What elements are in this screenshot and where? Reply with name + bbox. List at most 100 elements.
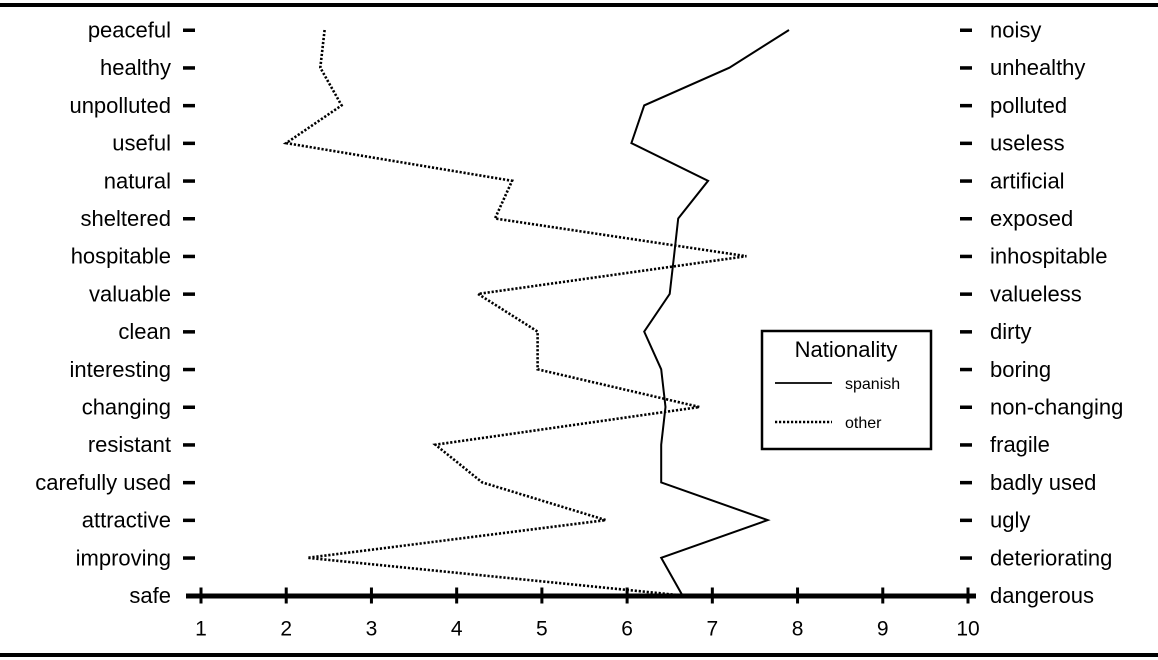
left-label: clean — [118, 319, 171, 344]
left-tick-mark — [183, 141, 195, 146]
x-tick-mark — [966, 587, 970, 604]
right-label: valueless — [990, 281, 1082, 306]
left-label: natural — [104, 168, 171, 193]
x-tick-mark — [625, 587, 629, 604]
legend-label-spanish: spanish — [845, 376, 900, 393]
x-tick-label: 9 — [877, 618, 889, 641]
right-label: dangerous — [990, 583, 1094, 608]
left-label: improving — [76, 545, 171, 570]
legend-label-other: other — [845, 415, 882, 432]
right-tick-mark — [960, 254, 972, 259]
left-tick-mark — [183, 443, 195, 447]
right-tick-mark — [960, 443, 972, 447]
right-label: fragile — [990, 432, 1050, 457]
frame-bottom — [0, 653, 1158, 657]
left-tick-mark — [183, 179, 195, 183]
left-label: attractive — [82, 508, 171, 533]
right-label: useless — [990, 131, 1065, 156]
left-label: useful — [112, 131, 171, 156]
series-lines — [282, 29, 790, 597]
right-tick-mark — [960, 367, 972, 372]
x-tick-label: 4 — [451, 618, 463, 641]
left-tick-marks — [183, 28, 195, 560]
series-line-spanish — [630, 29, 790, 596]
x-axis: 1 2 3 4 5 6 7 8 9 10 — [186, 587, 980, 641]
right-tick-mark — [960, 480, 972, 485]
right-tick-mark — [960, 330, 972, 334]
right-label: boring — [990, 357, 1051, 382]
left-label: changing — [82, 395, 171, 420]
legend-box — [760, 329, 933, 451]
right-tick-mark — [960, 518, 972, 523]
right-tick-mark — [960, 179, 972, 183]
right-label: inhospitable — [990, 244, 1107, 269]
series-line-other — [282, 29, 747, 597]
left-label: resistant — [88, 432, 171, 457]
left-tick-mark — [183, 254, 195, 259]
left-label: sheltered — [80, 206, 171, 231]
x-tick-mark — [199, 587, 203, 604]
x-tick-mark — [881, 587, 885, 604]
x-tick-label: 2 — [280, 618, 292, 641]
right-tick-mark — [960, 66, 972, 70]
right-tick-mark — [960, 292, 972, 296]
left-label: peaceful — [88, 18, 171, 43]
right-label: dirty — [990, 319, 1032, 344]
right-label: unhealthy — [990, 55, 1085, 80]
x-tick-mark — [284, 587, 288, 604]
right-tick-mark — [960, 405, 972, 409]
right-label: badly used — [990, 470, 1096, 495]
legend-title: Nationality — [795, 337, 898, 362]
x-tick-label: 7 — [706, 618, 718, 641]
left-tick-mark — [183, 66, 195, 70]
left-tick-mark — [183, 518, 195, 523]
x-tick-label: 8 — [792, 618, 804, 641]
x-tick-label: 6 — [621, 618, 633, 641]
left-tick-mark — [183, 103, 195, 108]
left-tick-mark — [183, 217, 195, 221]
left-label: unpolluted — [69, 93, 171, 118]
left-label: safe — [129, 583, 171, 608]
right-label: deteriorating — [990, 545, 1112, 570]
right-labels: noisy unhealthy polluted useless artificial e… — [990, 18, 1123, 609]
right-tick-mark — [960, 28, 972, 32]
frame-top — [0, 3, 1158, 7]
left-label: healthy — [100, 55, 171, 80]
right-label: artificial — [990, 168, 1065, 193]
right-label: exposed — [990, 206, 1073, 231]
x-tick-label: 3 — [366, 618, 378, 641]
x-tick-mark — [369, 587, 373, 604]
x-tick-mark — [710, 587, 714, 604]
right-tick-marks — [960, 28, 972, 560]
left-tick-mark — [183, 556, 195, 560]
right-label: noisy — [990, 18, 1041, 43]
left-label: valuable — [89, 281, 171, 306]
x-tick-label: 1 — [195, 618, 207, 641]
right-tick-mark — [960, 217, 972, 221]
x-tick-mark — [540, 587, 544, 604]
right-label: ugly — [990, 508, 1030, 533]
legend: Nationality spanish other — [760, 329, 933, 451]
right-label: non-changing — [990, 395, 1123, 420]
right-tick-mark — [960, 141, 972, 146]
left-tick-mark — [183, 28, 195, 32]
left-label: hospitable — [71, 244, 171, 269]
x-tick-label: 5 — [536, 618, 548, 641]
right-label: polluted — [990, 93, 1067, 118]
right-tick-mark — [960, 103, 972, 108]
left-tick-mark — [183, 330, 195, 334]
x-tick-label: 10 — [956, 618, 979, 641]
left-tick-mark — [183, 405, 195, 409]
x-tick-mark — [796, 587, 800, 604]
left-tick-mark — [183, 367, 195, 372]
x-axis-line — [186, 593, 976, 599]
left-labels: peaceful healthy unpolluted useful natural sh… — [35, 18, 171, 609]
right-tick-mark — [960, 556, 972, 560]
x-tick-mark — [455, 587, 459, 604]
left-label: carefully used — [35, 470, 171, 495]
left-label: interesting — [69, 357, 171, 382]
left-tick-mark — [183, 292, 195, 296]
left-tick-mark — [183, 480, 195, 485]
